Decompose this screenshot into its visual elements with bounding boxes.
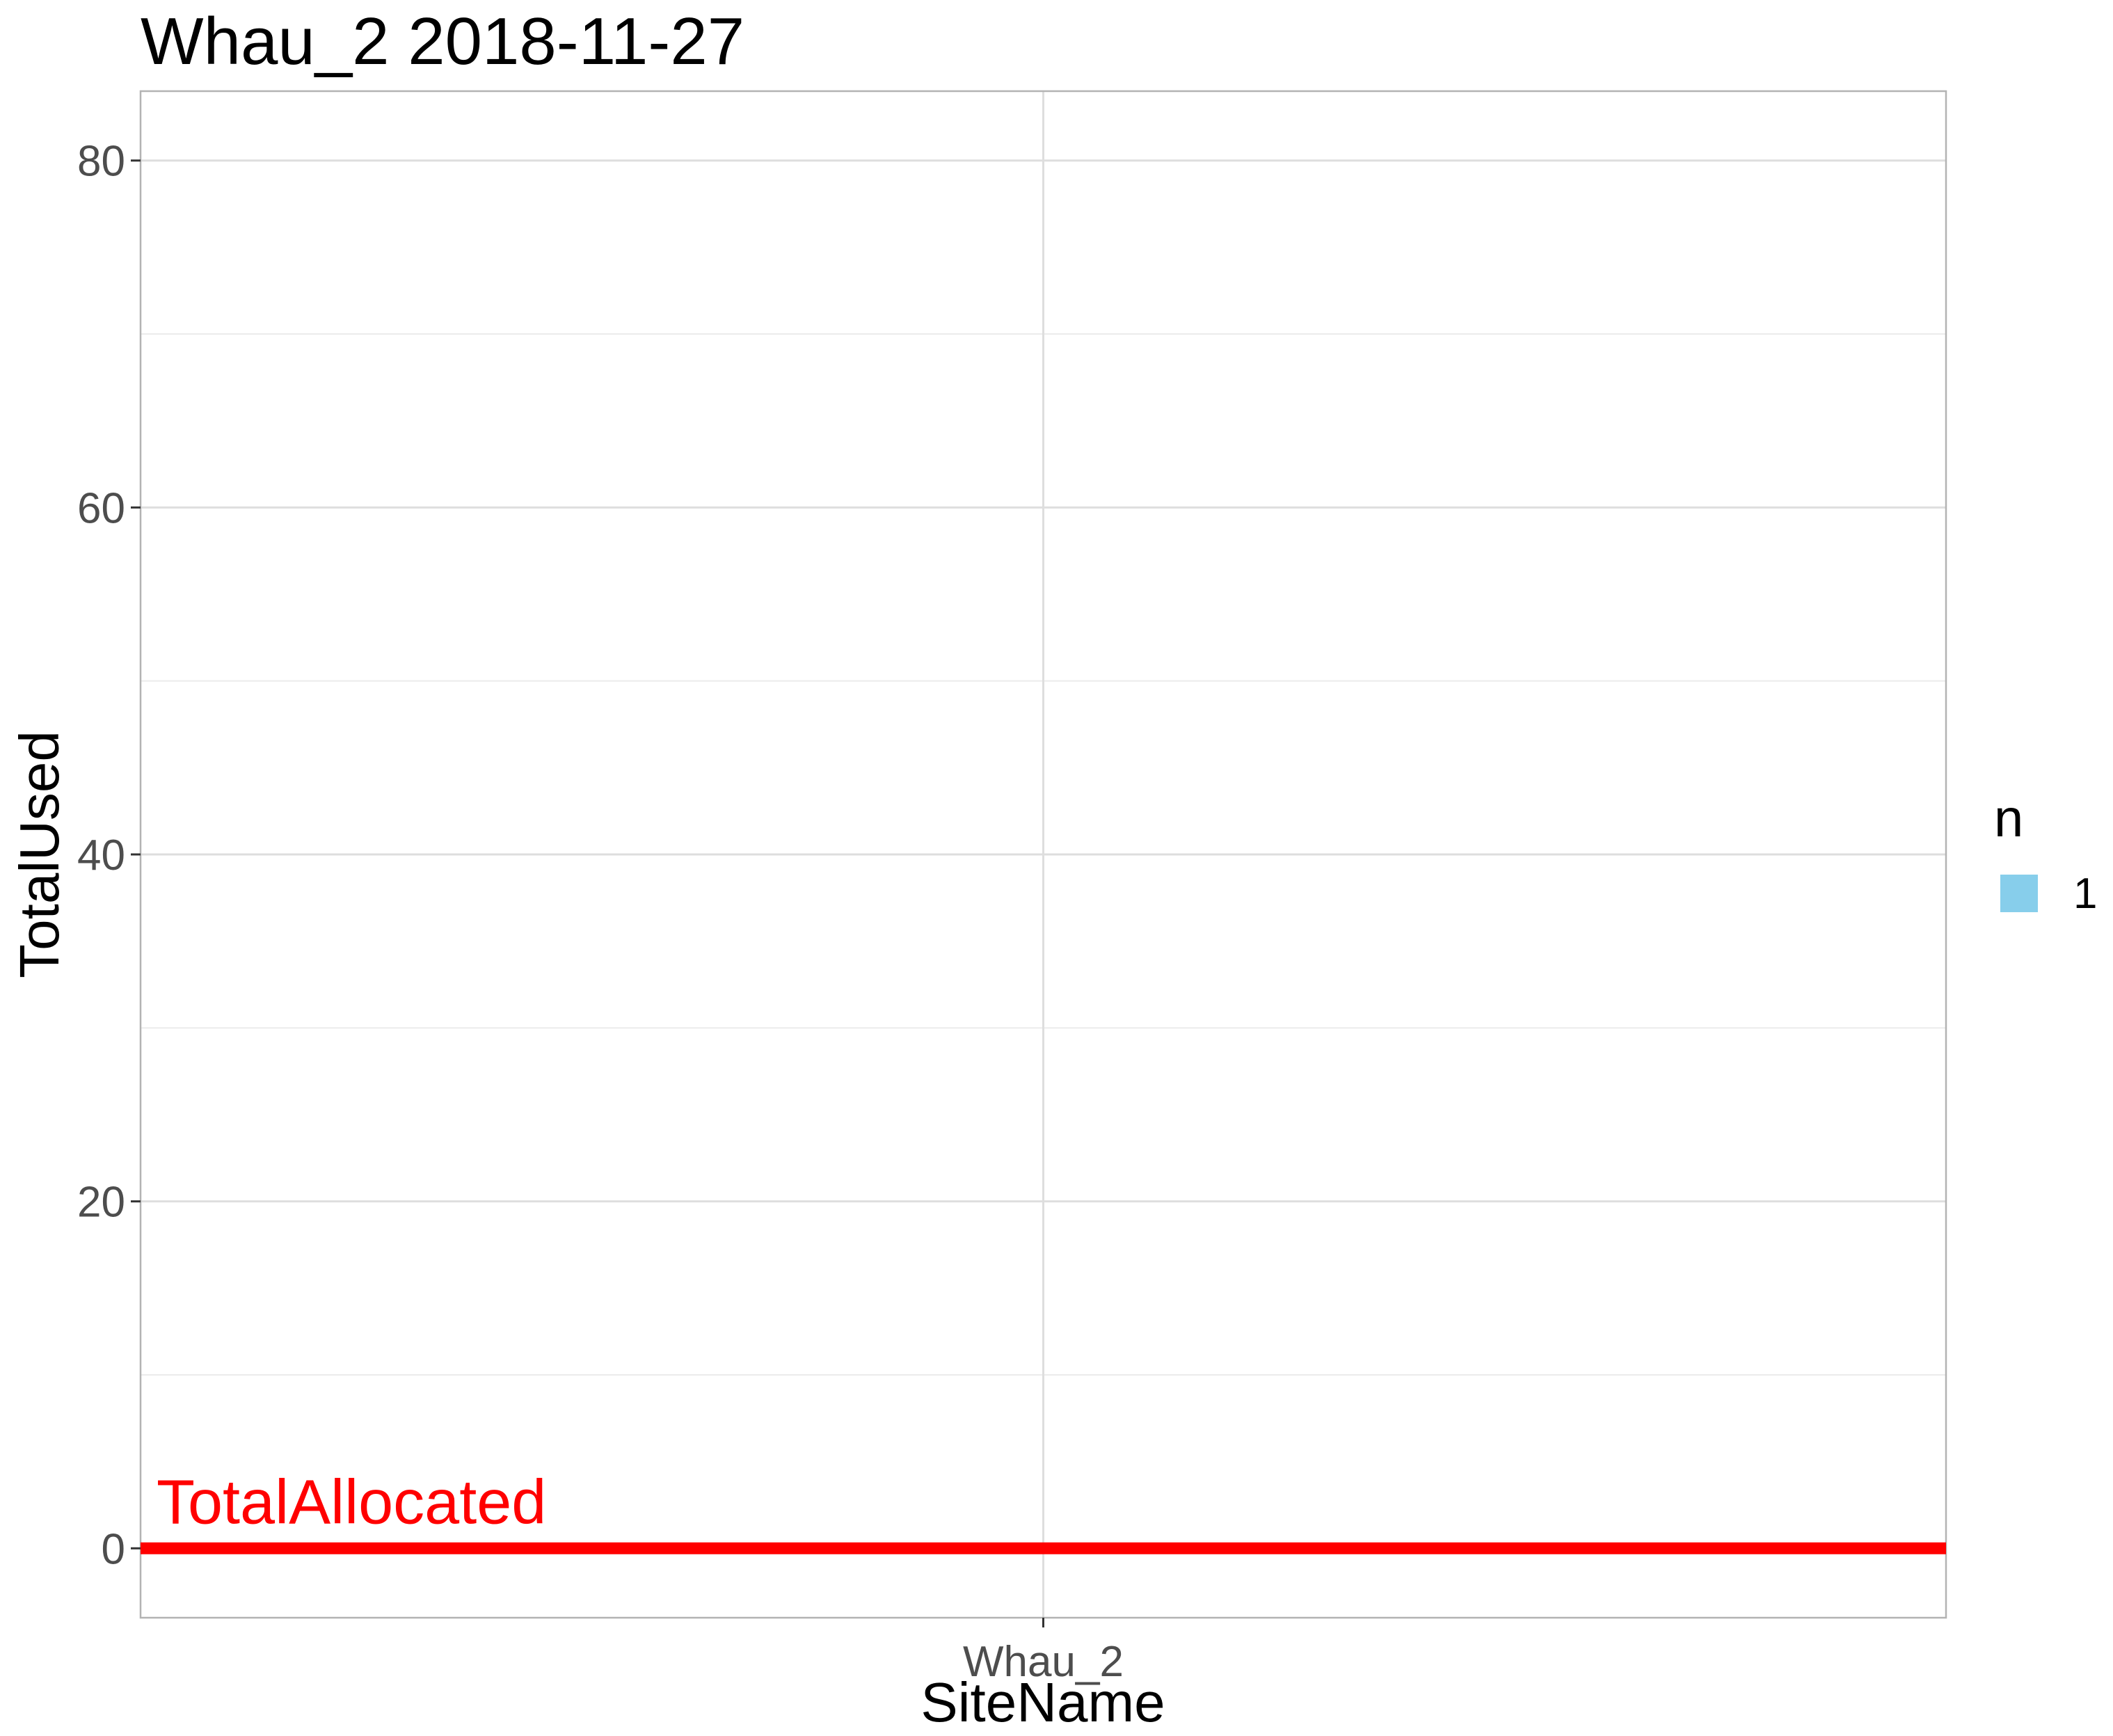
y-tick-label: 60 xyxy=(77,484,125,532)
grid-major xyxy=(141,91,1946,1618)
y-tick-label: 20 xyxy=(77,1179,125,1227)
legend-key xyxy=(2000,875,2038,912)
y-axis-ticks: 0 20 40 60 80 xyxy=(77,138,141,1573)
y-tick-label: 40 xyxy=(77,831,125,879)
reference-line-label: TotalAllocated xyxy=(157,1467,546,1537)
y-tick-label: 80 xyxy=(77,138,125,186)
x-axis-label: SiteName xyxy=(920,1671,1165,1733)
y-tick-label: 0 xyxy=(102,1525,125,1573)
legend-entries: 1 xyxy=(2000,870,2097,918)
x-axis-ticks: Whau_2 xyxy=(963,1618,1124,1686)
legend-label: 1 xyxy=(2073,870,2097,918)
legend: n 1 xyxy=(1994,789,2097,918)
y-axis-label: TotalUsed xyxy=(8,731,70,978)
x-tick-label: Whau_2 xyxy=(963,1638,1124,1686)
chart-title: Whau_2 2018-11-27 xyxy=(141,4,744,79)
legend-title: n xyxy=(1994,789,2023,848)
